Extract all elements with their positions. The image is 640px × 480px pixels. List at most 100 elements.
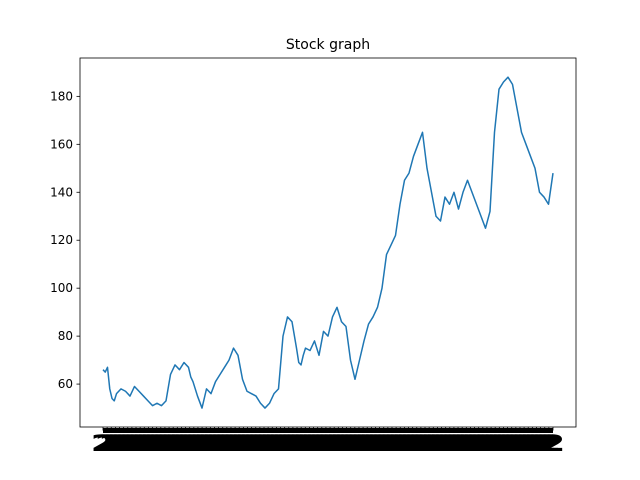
x-tick-label-38: 2 [248,431,272,456]
x-tick-label-5: 2 [111,431,135,456]
x-tick-label-41: 2 [260,431,284,456]
x-tick-label-7: 2 [120,431,144,456]
x-tick-label-4: 2 [107,431,131,456]
x-tick-label-13: 2 [144,431,168,456]
x-tick-label-93: 2 [475,431,499,456]
x-tick-label-63: 2 [351,431,375,456]
x-tick-label-32: 2 [223,431,247,456]
x-tick-label-10: 2 [132,431,156,456]
axes-frame [79,57,577,428]
x-tick-label-58: 2 [330,431,354,456]
x-tick-label-23: 2 [186,431,210,456]
x-tick-label-25: 2 [194,431,218,456]
x-tick-label-67: 2 [367,431,391,456]
x-tick-label-37: 2 [244,431,268,456]
x-tick-label-81: 2 [425,431,449,456]
x-tick-label-15: 2 [153,431,177,456]
x-tick-label-72: 2 [388,431,412,456]
x-tick-label-22: 2 [182,431,206,456]
x-tick-label-17: 2 [161,431,185,456]
x-tick-label-78: 2 [413,431,437,456]
x-tick-label-36: 2 [239,431,263,456]
plot-area: 6080100120140160180222222222222222222222… [50,57,577,456]
x-tick-label-107: 2 [532,431,556,456]
x-tick-label-54: 2 [314,431,338,456]
x-tick-label-96: 2 [487,431,511,456]
x-tick-label-42: 2 [264,431,288,456]
x-tick-label-18: 2 [165,431,189,456]
x-tick-label-69: 2 [376,431,400,456]
y-tick-label-60: 60 [58,377,73,391]
x-tick-label-79: 2 [417,431,441,456]
x-tick-label-39: 2 [252,431,276,456]
x-tick-label-45: 2 [277,431,301,456]
chart-title: Stock graph [286,37,370,53]
x-tick-label-6: 2 [116,431,140,456]
x-tick-label-31: 2 [219,431,243,456]
x-tick-label-66: 2 [363,431,387,456]
x-tick-label-46: 2 [281,431,305,456]
x-tick-label-30: 2 [215,431,239,456]
x-tick-label-35: 2 [235,431,259,456]
x-tick-label-44: 2 [272,431,296,456]
x-tick-label-85: 2 [442,431,466,456]
series-line-0 [102,76,554,409]
x-tick-label-1: 2 [95,431,119,456]
x-tick-label-11: 2 [136,431,160,456]
x-tick-label-52: 2 [305,431,329,456]
x-tick-label-94: 2 [479,431,503,456]
x-tick-label-106: 2 [528,431,552,456]
x-tick-label-19: 2 [169,431,193,456]
x-tick-label-57: 2 [326,431,350,456]
y-tick-label-120: 120 [50,233,73,247]
x-tick-label-20: 2 [173,431,197,456]
x-tick-label-97: 2 [491,431,515,456]
x-tick-label-21: 2 [177,431,201,456]
x-tick-label-92: 2 [471,431,495,456]
x-tick-label-62: 2 [347,431,371,456]
x-tick-label-90: 2 [462,431,486,456]
x-tick-label-27: 2 [202,431,226,456]
x-tick-label-87: 2 [450,431,474,456]
x-tick-label-55: 2 [318,431,342,456]
x-tick-label-105: 2 [524,431,548,456]
x-tick-label-83: 2 [433,431,457,456]
y-tick-label-180: 180 [50,89,73,103]
x-tick-label-73: 2 [392,431,416,456]
x-tick-label-100: 2 [504,431,528,456]
x-tick-label-24: 2 [190,431,214,456]
x-tick-label-98: 2 [495,431,519,456]
x-tick-label-59: 2 [334,431,358,456]
x-tick-label-47: 2 [285,431,309,456]
x-tick-label-86: 2 [446,431,470,456]
x-tick-label-51: 2 [301,431,325,456]
x-tick-label-101: 2 [508,431,532,456]
y-tick-label-80: 80 [58,329,73,343]
x-tick-label-33: 2 [227,431,251,456]
x-tick-label-103: 2 [516,431,540,456]
x-tick-label-84: 2 [438,431,462,456]
x-tick-label-40: 2 [256,431,280,456]
y-tick-label-140: 140 [50,185,73,199]
x-tick-label-0: 2 [91,431,115,456]
y-tick-label-100: 100 [50,281,73,295]
x-tick-label-88: 2 [454,431,478,456]
x-tick-label-95: 2 [483,431,507,456]
x-tick-label-77: 2 [409,431,433,456]
x-tick-label-109: 2 [541,431,565,456]
x-tick-label-2: 2 [99,431,123,456]
x-tick-label-14: 2 [149,431,173,456]
x-tick-label-89: 2 [458,431,482,456]
x-tick-label-43: 2 [268,431,292,456]
x-tick-label-80: 2 [421,431,445,456]
x-tick-label-108: 2 [537,431,561,456]
x-tick-label-91: 2 [466,431,490,456]
x-tick-label-75: 2 [400,431,424,456]
x-tick-label-8: 2 [124,431,148,456]
x-tick-label-74: 2 [396,431,420,456]
x-tick-label-104: 2 [520,431,544,456]
x-tick-label-16: 2 [157,431,181,456]
x-tick-label-49: 2 [293,431,317,456]
x-tick-label-26: 2 [198,431,222,456]
